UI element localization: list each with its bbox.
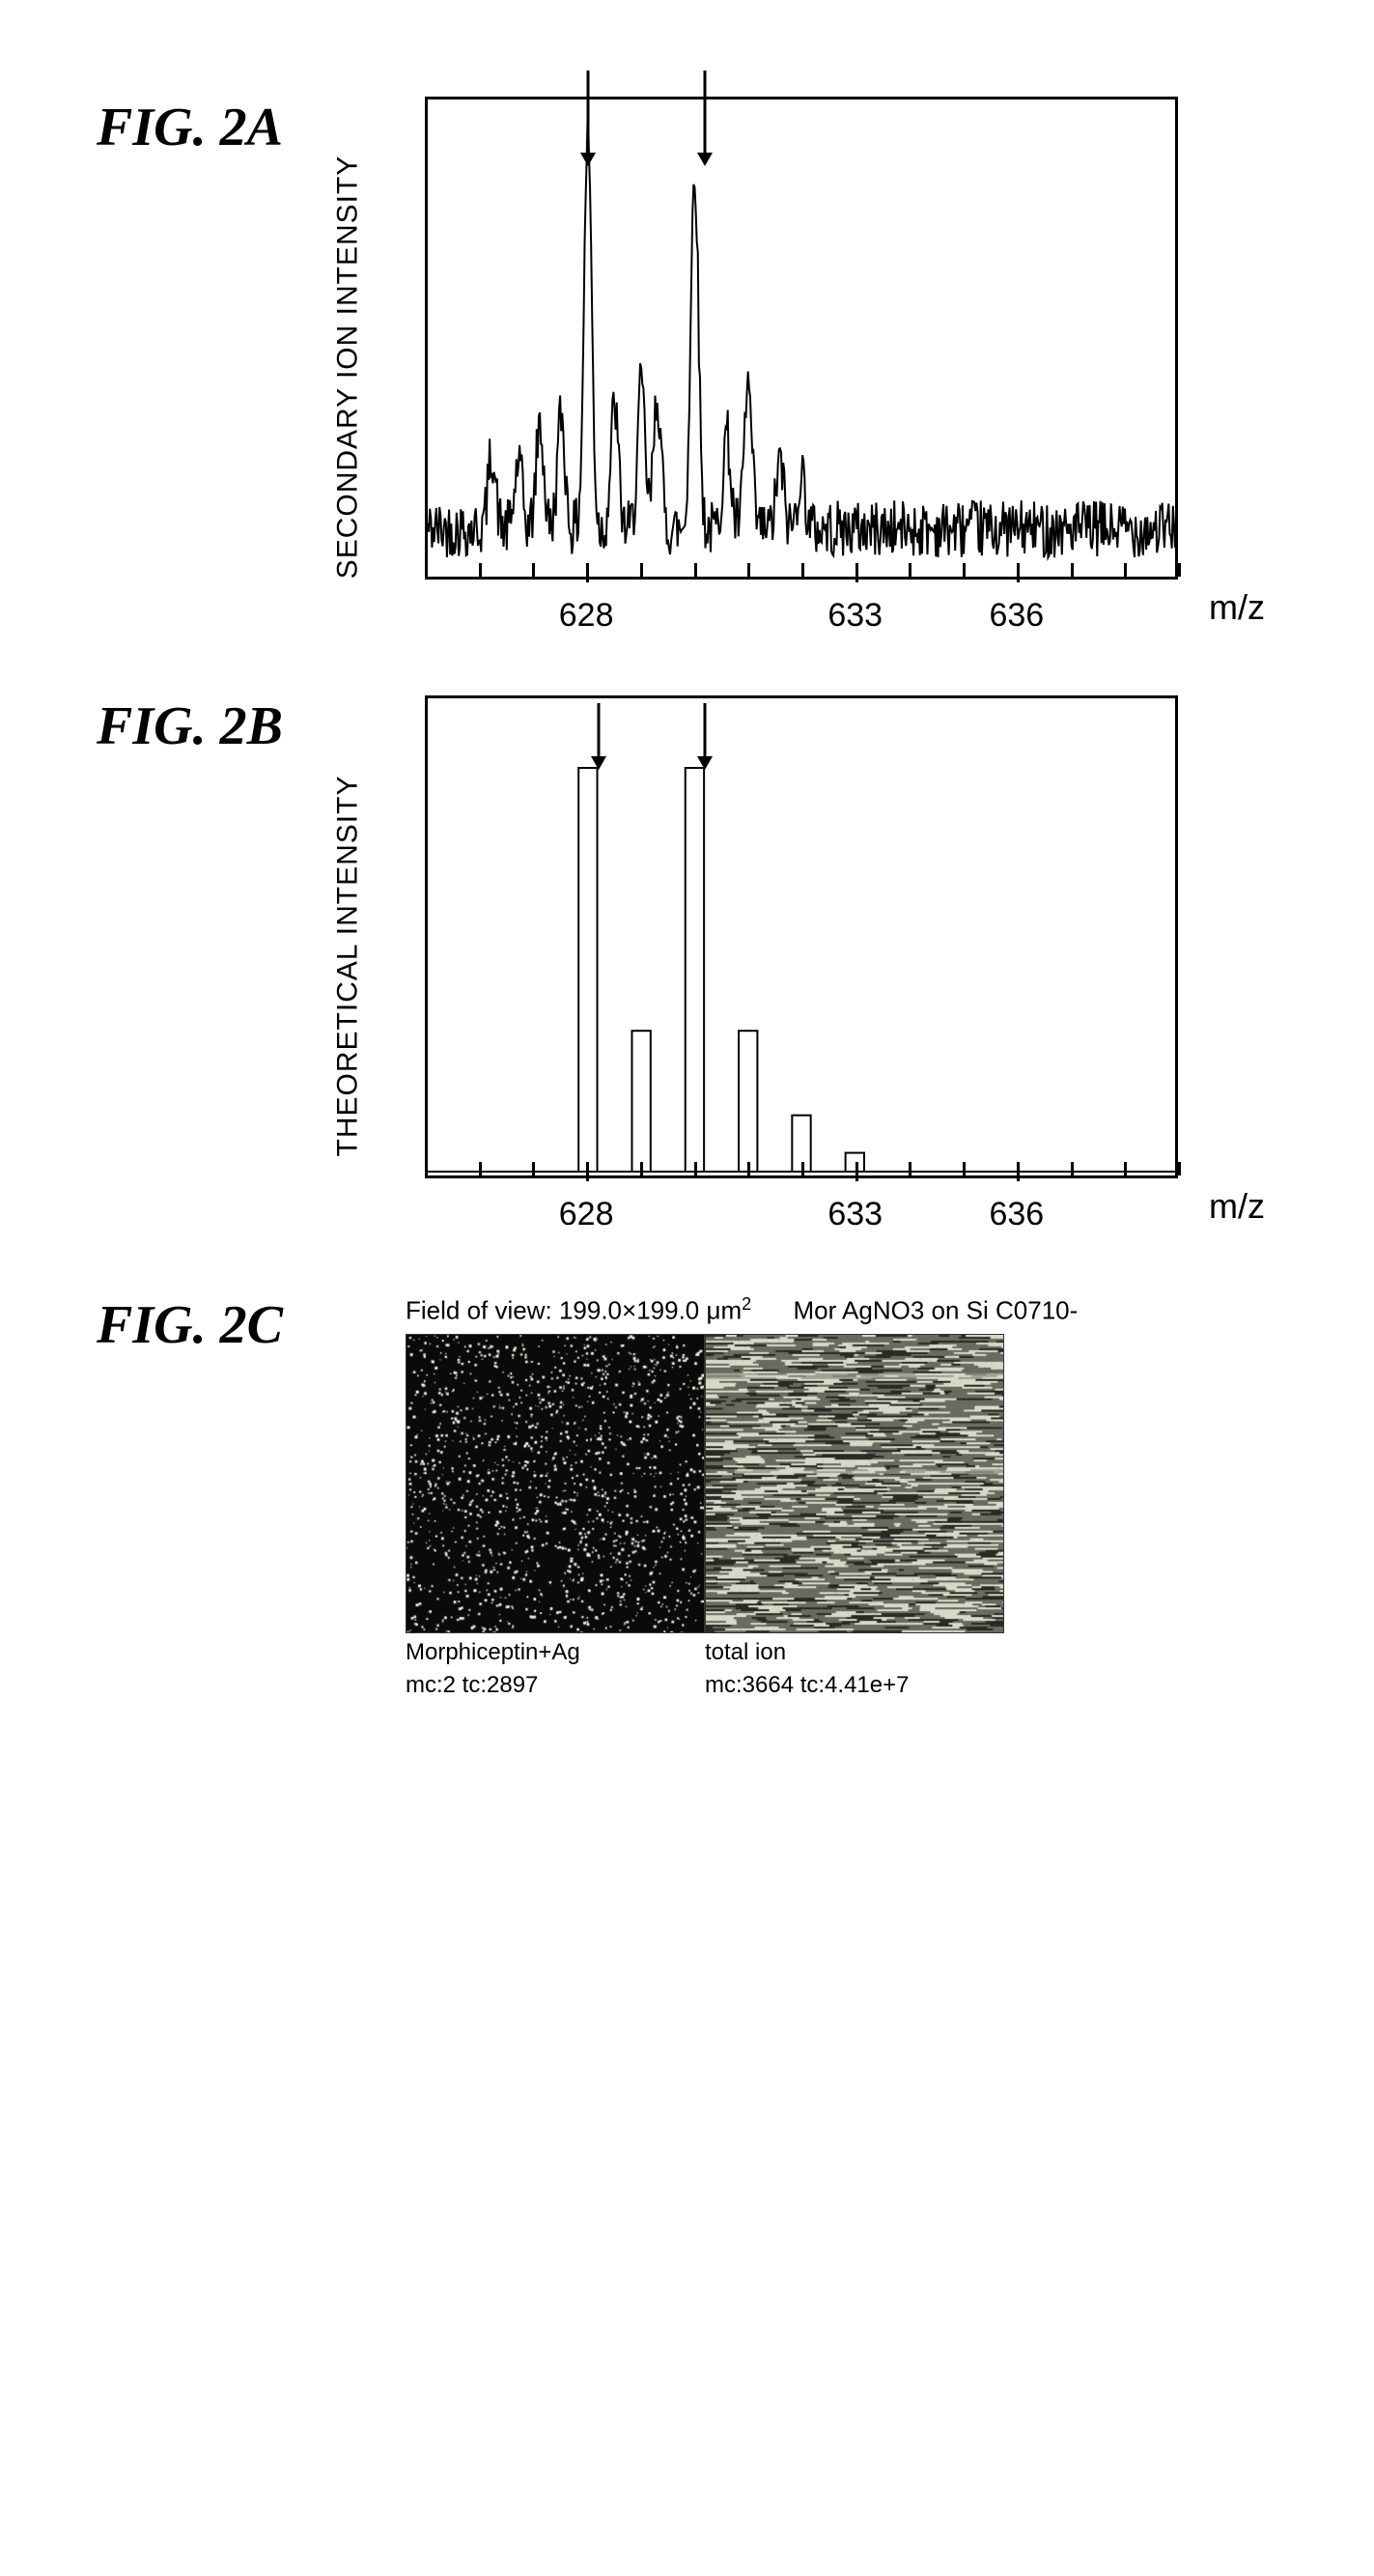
fig2c-header-sup: 2 — [742, 1294, 751, 1314]
x-tick-label: 628 — [559, 597, 614, 635]
fig2c-caption-left-title: Morphiceptin+Ag — [406, 1639, 705, 1667]
fig2c-header-unit: μm — [706, 1296, 742, 1325]
fig2c-panels: Morphiceptin+Ag mc:2 tc:2897 total ion m… — [406, 1334, 1335, 1701]
figure-2b: FIG. 2B THEORETICAL INTENSITY 628633636 … — [39, 695, 1335, 1236]
x-tick-label: 633 — [827, 597, 883, 635]
fig2c-panel-left: Morphiceptin+Ag mc:2 tc:2897 — [406, 1334, 705, 1701]
fig2b-plot-area — [425, 695, 1178, 1178]
fig2b-y-axis-label: THEORETICAL INTENSITY — [332, 776, 364, 1157]
figure-2c: FIG. 2C Field of view: 199.0×199.0 μm2 M… — [39, 1294, 1335, 1700]
figure-2a-chart: SECONDARY ION INTENSITY 628633636 m/z — [406, 97, 1335, 637]
x-tick-label: 633 — [827, 1196, 883, 1233]
fig2c-image-left — [406, 1334, 705, 1633]
fig2c-panel-right: total ion mc:3664 tc:4.41e+7 — [705, 1334, 1004, 1701]
x-tick-label: 628 — [559, 1196, 614, 1233]
fig2b-spectrum-svg — [428, 698, 1175, 1175]
figure-2c-label: FIG. 2C — [97, 1294, 283, 1356]
fig2a-y-axis-label: SECONDARY ION INTENSITY — [332, 156, 364, 580]
figure-2a-label: FIG. 2A — [97, 97, 283, 158]
fig2b-x-ticks: 628 633 636 — [425, 1178, 1178, 1236]
figure-2b-chart: THEORETICAL INTENSITY 628633636 m/z — [406, 695, 1335, 1236]
fig2b-x-axis-label: m/z — [1209, 1186, 1265, 1227]
fig2c-header-right: Mor AgNO3 on Si C0710- — [793, 1296, 1078, 1325]
fig2a-spectrum-svg — [428, 99, 1175, 577]
fig2a-plot-area — [425, 97, 1178, 580]
fig2c-header-left: Field of view: 199.0×199.0 — [406, 1296, 706, 1325]
fig2c-caption-right-sub: mc:3664 tc:4.41e+7 — [705, 1672, 1004, 1700]
x-tick-label: 636 — [989, 1196, 1044, 1233]
figure-2a: FIG. 2A SECONDARY ION INTENSITY 628 633 63… — [39, 97, 1335, 637]
fig2a-x-ticks: 628 633 636 — [425, 580, 1178, 637]
figure-2c-content: Field of view: 199.0×199.0 μm2 Mor AgNO3… — [406, 1294, 1335, 1700]
fig2c-caption-right-title: total ion — [705, 1639, 1004, 1667]
fig2c-caption-left-sub: mc:2 tc:2897 — [406, 1672, 705, 1700]
fig2c-image-right — [705, 1334, 1004, 1633]
fig2c-header: Field of view: 199.0×199.0 μm2 Mor AgNO3… — [406, 1294, 1335, 1326]
x-tick-label: 636 — [989, 597, 1044, 635]
fig2a-x-axis-label: m/z — [1209, 587, 1265, 628]
figure-2b-label: FIG. 2B — [97, 695, 283, 757]
